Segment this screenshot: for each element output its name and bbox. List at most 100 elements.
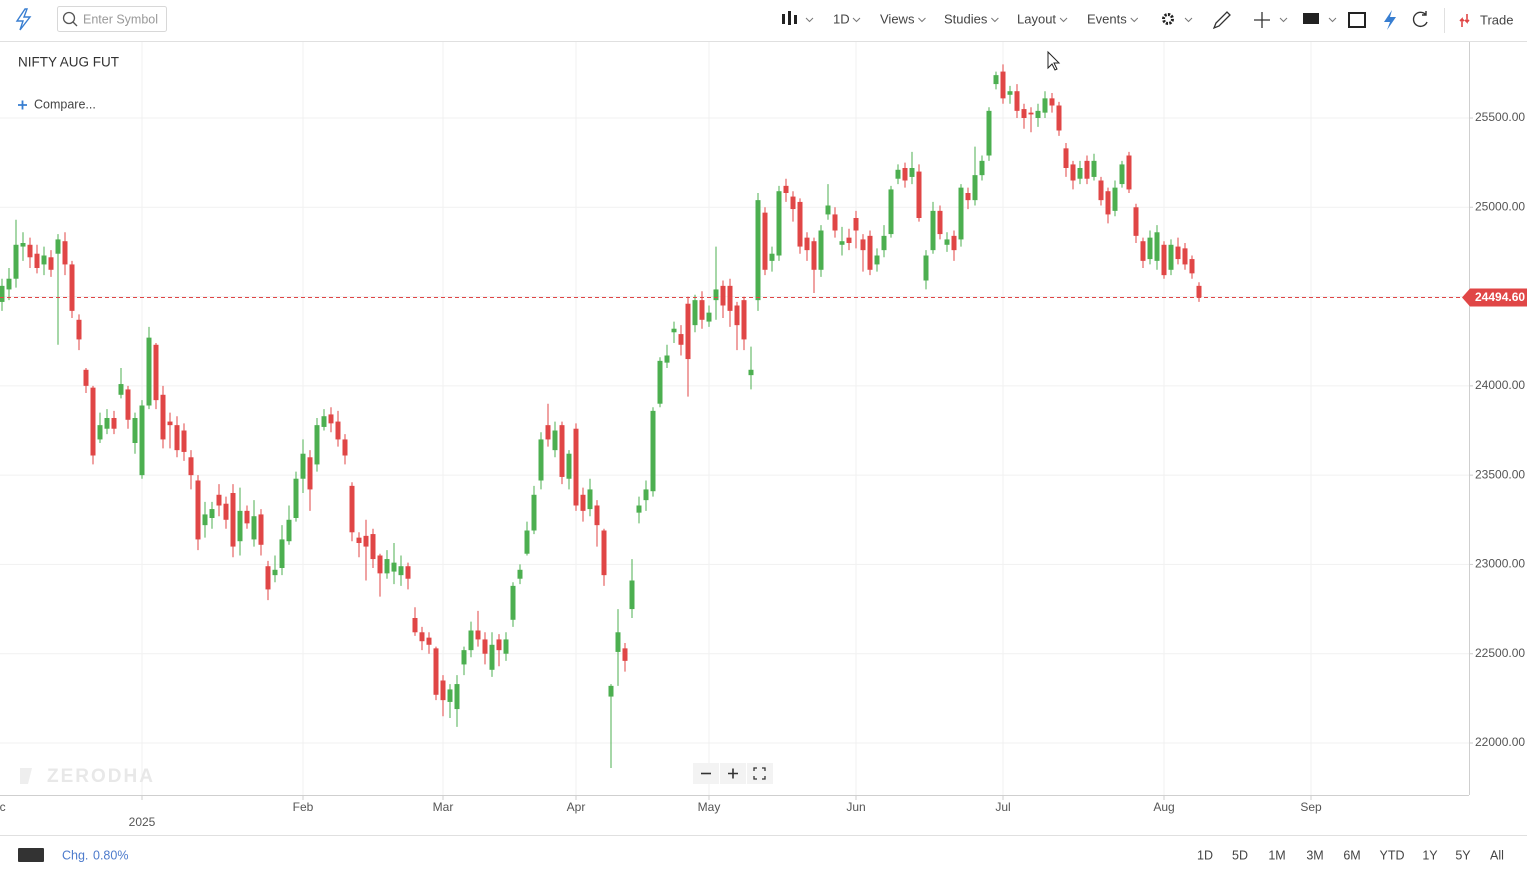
candle-body <box>461 650 467 665</box>
candle-body <box>1126 155 1132 190</box>
compare-plus[interactable] <box>18 100 27 110</box>
candle-body <box>419 632 425 642</box>
table-icon[interactable] <box>1348 12 1366 28</box>
candle-body <box>1175 246 1181 260</box>
last-price-tag <box>1462 288 1527 307</box>
range-button[interactable]: 1M <box>1268 848 1285 862</box>
candle-body <box>958 187 964 240</box>
candle-body <box>657 360 663 404</box>
candle-body <box>370 534 376 560</box>
x-tick-label: Aug <box>1153 800 1174 814</box>
candle-body <box>755 200 761 301</box>
range-button[interactable]: 1Y <box>1422 848 1438 862</box>
search-box[interactable] <box>57 6 167 32</box>
fullscreen[interactable] <box>747 763 773 784</box>
candle-body <box>510 585 516 620</box>
candle-body <box>552 430 558 451</box>
candle-body <box>1147 237 1153 260</box>
candle-body <box>69 264 75 311</box>
candle-body <box>608 685 614 697</box>
candle-body <box>1161 244 1167 276</box>
candle-body <box>258 514 264 545</box>
candle-body <box>524 530 530 554</box>
candle-body <box>335 421 341 440</box>
candle-body <box>1063 148 1069 168</box>
y-tick-label: 22000.00 <box>1475 735 1525 749</box>
candle-body <box>664 355 670 363</box>
toolbar-menu[interactable]: Studies <box>944 11 988 26</box>
range-button[interactable]: 5Y <box>1455 848 1471 862</box>
icon-part <box>788 11 791 25</box>
range-button[interactable]: 1D <box>1197 848 1213 862</box>
trade-icon[interactable] <box>1459 14 1470 27</box>
icon-part <box>782 14 785 24</box>
compare-button[interactable]: Compare... <box>34 97 96 111</box>
candle-body <box>55 239 61 254</box>
candle-body <box>13 244 19 279</box>
candle-body <box>482 639 488 654</box>
candle-body <box>881 235 887 251</box>
keyboard-icon[interactable] <box>18 848 44 862</box>
candle-body <box>937 210 943 235</box>
x-tick-label: May <box>698 800 721 814</box>
candle-body <box>468 630 474 651</box>
candle-body <box>503 639 509 654</box>
candle-body <box>559 425 565 477</box>
comment-icon[interactable] <box>1303 13 1319 24</box>
dropdown-caret <box>1130 17 1139 23</box>
candle-body <box>1028 112 1034 115</box>
candle-body <box>902 168 908 181</box>
range-button[interactable]: 3M <box>1306 848 1323 862</box>
interval-menu[interactable]: 1D <box>833 11 850 26</box>
candle-body <box>300 453 306 479</box>
grid <box>0 42 1473 800</box>
settings-icon[interactable] <box>1162 13 1174 25</box>
candle-body <box>916 171 922 218</box>
candle-body <box>1070 164 1076 181</box>
fast-icon[interactable] <box>1384 10 1396 30</box>
logo-icon[interactable] <box>15 8 32 31</box>
y-tick-label: 24000.00 <box>1475 378 1525 392</box>
candle-body <box>0 285 5 302</box>
candle-body <box>832 214 838 231</box>
candle-body <box>391 562 397 572</box>
candle-body <box>90 387 96 456</box>
toolbar-menu[interactable]: Views <box>880 11 915 26</box>
range-buttons: 1D 5D 1M 3M 6M YTD 1Y 5Y All <box>1197 848 1504 862</box>
candle-body <box>839 241 845 245</box>
search-placeholder[interactable]: Enter Symbol <box>83 12 158 26</box>
x-tick-label: Sep <box>1300 800 1322 814</box>
draw-icon[interactable] <box>1212 11 1231 30</box>
toolbar-menu[interactable]: Events <box>1087 11 1127 26</box>
candle-body <box>293 478 299 518</box>
candle-body <box>965 193 971 201</box>
candle-body <box>1154 232 1160 261</box>
candle-body <box>531 494 537 531</box>
candle-body <box>27 244 33 258</box>
refresh-icon[interactable] <box>1412 11 1428 28</box>
candle-body <box>741 300 747 340</box>
crosshair-icon[interactable] <box>1254 12 1270 28</box>
candle-body <box>615 632 621 652</box>
candle-body <box>146 337 152 406</box>
candle-body <box>34 253 40 268</box>
candle-body <box>202 514 208 526</box>
range-button[interactable]: 5D <box>1232 848 1248 862</box>
candle-body <box>853 218 859 231</box>
x-tick-label: 2025 <box>129 815 156 829</box>
candle-type-icon[interactable] <box>782 11 797 25</box>
candle-body <box>622 648 628 661</box>
range-button[interactable]: YTD <box>1380 848 1405 862</box>
candle-body <box>811 241 817 270</box>
toolbar-menu[interactable]: Layout <box>1017 11 1056 26</box>
range-button[interactable]: All <box>1490 848 1504 862</box>
range-button[interactable]: 6M <box>1343 848 1360 862</box>
candle-body <box>132 418 138 443</box>
candle-body <box>1182 248 1188 265</box>
candle-body <box>566 453 572 479</box>
trade-button[interactable]: Trade <box>1480 12 1513 27</box>
candle-body <box>223 503 229 520</box>
candle-body <box>1077 168 1083 179</box>
